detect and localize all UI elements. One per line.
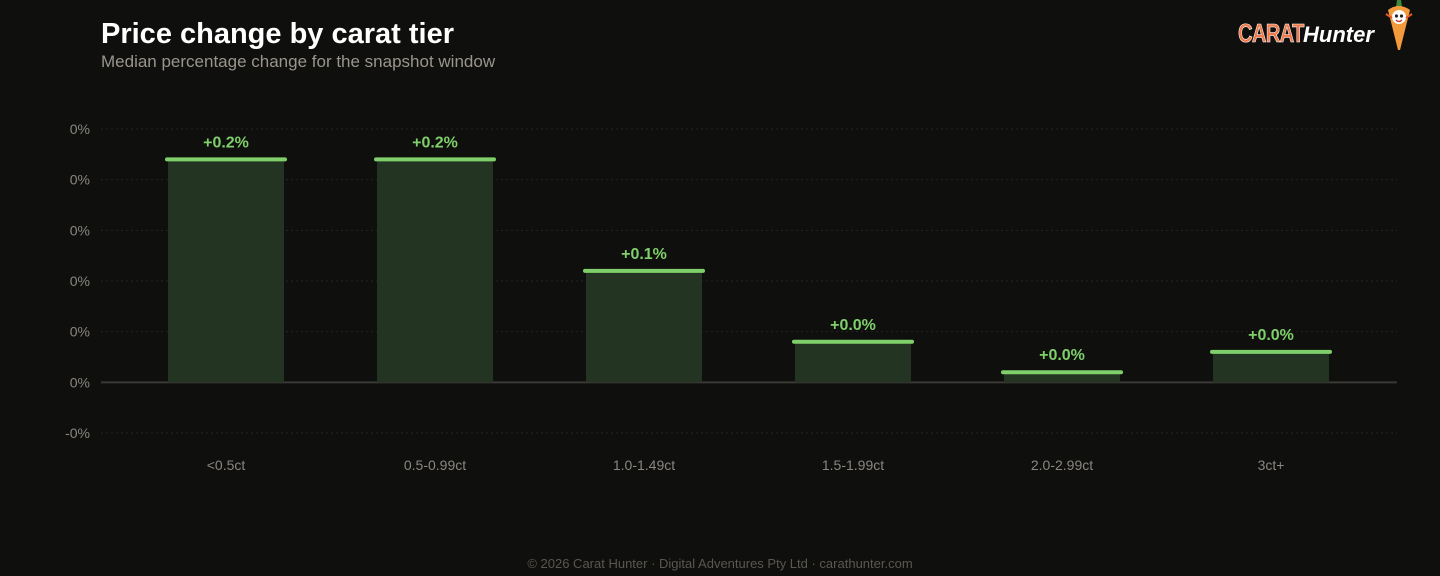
x-tick-label: <0.5ct: [207, 457, 246, 473]
y-tick-label: 0%: [70, 374, 90, 390]
brand-carat-text: CARAT: [1238, 18, 1305, 49]
y-tick-label: 0%: [70, 121, 90, 137]
y-tick-label: 0%: [70, 172, 90, 188]
bar-chart: 0% 0% 0% 0% 0% 0% -0% +0.2% <0.5ct +0.2% 0.5-0.99…: [65, 121, 1397, 473]
label-layer: +0.2% <0.5ct +0.2% 0.5-0.99ct +0.1% 1.0-1.49c…: [203, 134, 1294, 473]
bar-value-label: +0.0%: [1039, 347, 1085, 364]
chart-subtitle: Median percentage change for the snapsho…: [101, 52, 496, 71]
bar-value-label: +0.1%: [621, 246, 667, 263]
bar-value-label: +0.0%: [1248, 327, 1294, 344]
y-tick-label: -0%: [65, 425, 90, 441]
bar: [1004, 372, 1120, 383]
bar-value-label: +0.0%: [830, 317, 876, 334]
x-tick-label: 0.5-0.99ct: [404, 457, 466, 473]
bar: [586, 270, 702, 383]
footer-copyright: © 2026 Carat Hunter · Digital Adventures…: [527, 556, 913, 571]
carrot-mascot-icon: [1385, 0, 1413, 50]
bar-layer: [165, 157, 1332, 383]
x-tick-label: 2.0-2.99ct: [1031, 457, 1093, 473]
bar: [795, 341, 911, 383]
x-tick-label: 1.5-1.99ct: [822, 457, 884, 473]
bar: [1213, 351, 1329, 383]
bar-value-label: +0.2%: [412, 134, 458, 151]
brand-hunter-text: Hunter: [1303, 22, 1374, 47]
bar-value-label: +0.2%: [203, 134, 249, 151]
y-tick-label: 0%: [70, 273, 90, 289]
grid-layer: 0% 0% 0% 0% 0% 0% -0%: [65, 121, 1397, 441]
bar: [377, 159, 493, 383]
chart-title: Price change by carat tier: [101, 18, 454, 50]
x-tick-label: 1.0-1.49ct: [613, 457, 675, 473]
bar: [168, 159, 284, 383]
brand-logo[interactable]: CARAT Hunter: [1238, 0, 1440, 56]
y-tick-label: 0%: [70, 222, 90, 238]
y-tick-label: 0%: [70, 324, 90, 340]
x-tick-label: 3ct+: [1258, 457, 1285, 473]
